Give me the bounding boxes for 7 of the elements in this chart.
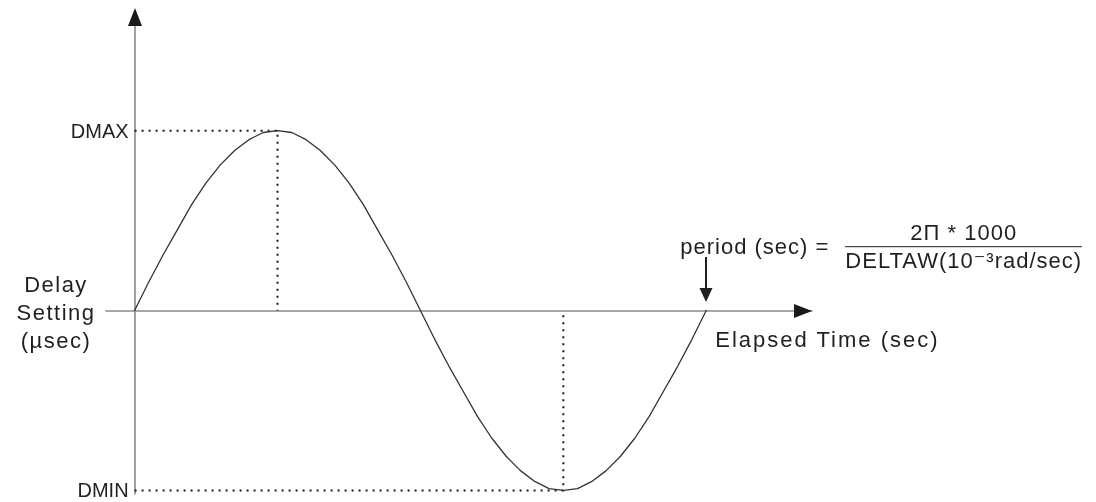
x-axis-title: Elapsed Time (sec) <box>715 326 940 353</box>
y-axis-title: Delay Setting (µsec) <box>15 270 97 355</box>
ref-line-label: DMAX <box>70 119 129 142</box>
text: DELTAW(10⁻³rad/sec) <box>845 247 1083 274</box>
ref-line-label: DMIN <box>77 479 129 502</box>
annotation: period (sec) = <box>680 233 830 260</box>
text: 2Π * 1000 <box>845 219 1083 248</box>
